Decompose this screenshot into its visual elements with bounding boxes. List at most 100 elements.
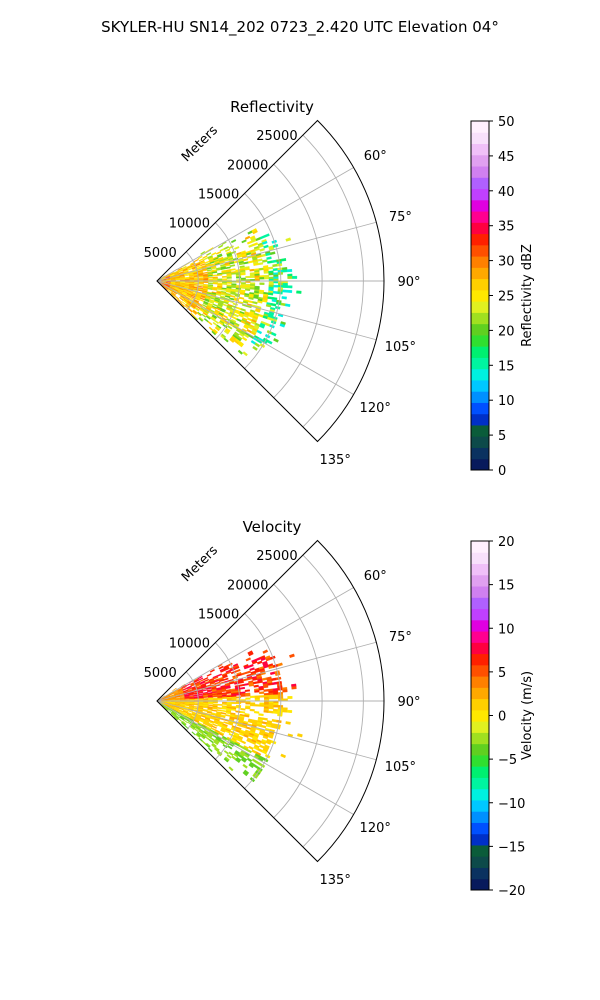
- echo-cell: [172, 687, 177, 692]
- echo-cell: [240, 273, 246, 276]
- angle-tick-label: 105°: [385, 760, 416, 775]
- echo-cell: [211, 725, 217, 729]
- echo-cell: [259, 248, 265, 252]
- echo-cell: [256, 329, 263, 335]
- echo-cell: [262, 717, 268, 721]
- echo-cell: [248, 652, 254, 657]
- echo-cell: [229, 297, 235, 301]
- echo-cell: [208, 282, 214, 285]
- echo-cell: [231, 702, 237, 705]
- echo-cell: [259, 702, 265, 705]
- echo-cell: [175, 279, 181, 281]
- echo-cell: [258, 267, 264, 271]
- echo-cell: [187, 308, 193, 313]
- angle-tick-label: 90°: [397, 695, 420, 710]
- echo-cell: [220, 729, 226, 733]
- echo-cell: [272, 268, 279, 272]
- radial-tick-label: 5000: [144, 246, 177, 261]
- echo-cell: [207, 320, 213, 326]
- echo-cell: [231, 285, 237, 289]
- colorbar-tick-label: 10: [498, 394, 515, 409]
- azimuth-line: [156, 280, 377, 341]
- echo-cell: [232, 302, 238, 306]
- echo-cell: [255, 236, 262, 242]
- echo-cell: [239, 683, 245, 687]
- colorbar-tick-label: −15: [498, 840, 525, 855]
- colorbar-swatch: [471, 256, 489, 268]
- colorbar-swatch: [471, 132, 489, 145]
- echo-cell: [163, 706, 168, 711]
- echo-cell: [263, 244, 269, 249]
- echo-cell: [273, 696, 279, 700]
- echo-cell: [217, 703, 223, 706]
- echo-cell: [198, 737, 204, 742]
- echo-cell: [212, 676, 219, 680]
- echo-cell: [207, 747, 213, 753]
- colorbar-swatch: [471, 436, 489, 448]
- colorbar-swatch: [471, 642, 489, 655]
- echo-cell: [244, 288, 251, 292]
- echo-cell: [258, 687, 264, 691]
- echo-cell: [240, 758, 247, 763]
- echo-cell: [242, 771, 248, 777]
- echo-cell: [266, 339, 273, 345]
- radial-tick-label: 15000: [198, 607, 239, 622]
- angle-tick-label: 60°: [364, 569, 387, 584]
- echo-cell: [186, 686, 192, 690]
- echo-cell: [228, 766, 234, 772]
- echo-cell: [189, 704, 195, 706]
- echo-cell: [277, 662, 283, 667]
- echo-cell: [225, 714, 231, 717]
- echo-field: [156, 228, 302, 357]
- echo-cell: [242, 678, 249, 682]
- echo-cell: [282, 285, 288, 289]
- echo-cell: [271, 681, 278, 686]
- echo-cell: [229, 264, 236, 268]
- echo-cell: [268, 276, 274, 280]
- colorbar-swatch: [471, 357, 489, 370]
- echo-cell: [223, 677, 229, 681]
- echo-cell: [282, 709, 288, 713]
- colorbar-tick-label: 15: [498, 579, 515, 594]
- echo-cell: [267, 296, 273, 300]
- echo-cell: [200, 735, 206, 740]
- colorbar-swatch: [471, 413, 489, 426]
- angle-tick-label: 60°: [364, 149, 387, 164]
- colorbar-swatch: [471, 552, 489, 565]
- radial-axis-label: Meters: [179, 543, 221, 585]
- colorbar-swatch: [471, 563, 489, 576]
- echo-cell: [248, 260, 254, 264]
- echo-cell: [217, 254, 223, 258]
- echo-cell: [254, 342, 261, 348]
- echo-cell: [214, 326, 220, 332]
- echo-cell: [222, 303, 228, 307]
- echo-cell: [280, 302, 286, 307]
- echo-cell: [175, 701, 181, 703]
- echo-cell: [270, 303, 277, 307]
- echo-cell: [227, 325, 233, 330]
- echo-cell: [235, 710, 241, 713]
- radial-tick-label: 15000: [198, 187, 239, 202]
- echo-cell: [264, 322, 271, 327]
- echo-cell: [260, 724, 267, 729]
- echo-cell: [249, 275, 256, 278]
- echo-cell: [261, 240, 268, 245]
- echo-cell: [284, 303, 291, 308]
- colorbar-tick-label: 40: [498, 185, 515, 200]
- echo-cell: [243, 682, 250, 686]
- echo-cell: [273, 694, 279, 698]
- echo-cell: [267, 734, 274, 739]
- echo-cell: [206, 673, 212, 677]
- echo-cell: [229, 294, 236, 298]
- echo-cell: [225, 266, 231, 270]
- echo-cell: [263, 710, 269, 713]
- echo-cell: [259, 704, 265, 707]
- colorbar-tick-label: 0: [498, 710, 506, 725]
- azimuth-line: [156, 167, 354, 282]
- echo-cell: [184, 279, 190, 281]
- colorbar-swatch: [471, 458, 489, 471]
- echo-cell: [245, 657, 252, 662]
- colorbar-swatch: [471, 334, 489, 347]
- echo-cell: [249, 667, 255, 671]
- colorbar-label: Velocity (m/s): [520, 671, 535, 760]
